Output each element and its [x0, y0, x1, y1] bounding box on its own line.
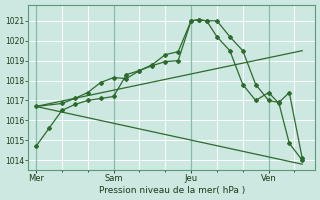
- X-axis label: Pression niveau de la mer( hPa ): Pression niveau de la mer( hPa ): [99, 186, 245, 195]
